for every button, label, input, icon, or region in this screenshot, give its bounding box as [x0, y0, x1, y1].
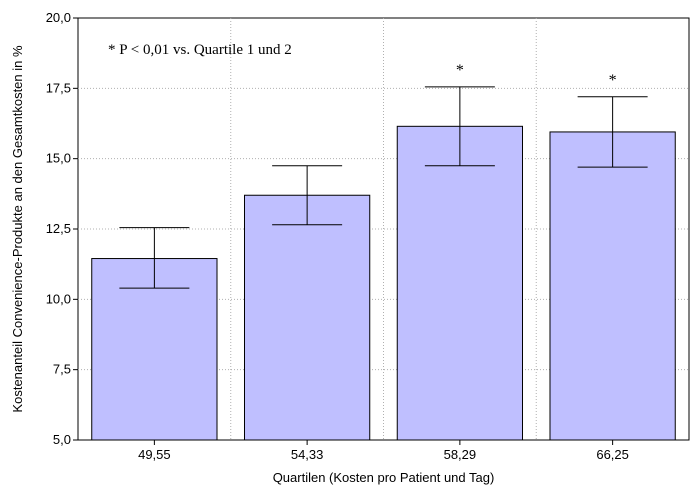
x-tick-label: 49,55 — [138, 447, 171, 462]
grid-lines — [78, 18, 689, 440]
significance-star: * — [609, 72, 617, 89]
significance-markers: ** — [456, 62, 617, 89]
y-axis-title: Kostenanteil Convenience-Produkte an den… — [10, 45, 25, 413]
y-tick-label: 15,0 — [46, 151, 71, 166]
bars — [91, 125, 676, 441]
y-tick-label: 10,0 — [46, 291, 71, 306]
y-tick-label: 7,5 — [53, 362, 71, 377]
y-tick-label: 12,5 — [46, 221, 71, 236]
y-tick-label: 5,0 — [53, 432, 71, 447]
significance-star: * — [456, 62, 464, 79]
x-axis-ticks: 49,55 54,33 58,29 66,25 — [138, 440, 629, 462]
error-bars — [119, 86, 648, 289]
y-axis-ticks: 5,0 7,5 10,0 12,5 15,0 17,5 20,0 — [46, 10, 78, 447]
x-tick-label: 66,25 — [596, 447, 629, 462]
x-axis-title: Quartilen (Kosten pro Patient und Tag) — [273, 470, 495, 485]
bar — [396, 125, 524, 441]
bar — [91, 258, 218, 441]
y-tick-label: 17,5 — [46, 80, 71, 95]
significance-annotation: * P < 0,01 vs. Quartile 1 und 2 — [108, 42, 292, 58]
x-tick-label: 58,29 — [444, 447, 477, 462]
x-tick-label: 54,33 — [291, 447, 324, 462]
bar — [549, 131, 676, 441]
bar — [243, 194, 371, 441]
y-tick-label: 20,0 — [46, 10, 71, 25]
